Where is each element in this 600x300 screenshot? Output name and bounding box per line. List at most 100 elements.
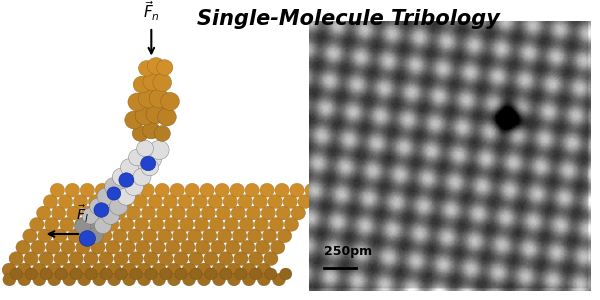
Circle shape [123, 273, 136, 286]
Circle shape [185, 183, 199, 197]
Circle shape [133, 195, 148, 208]
Circle shape [305, 183, 319, 197]
Circle shape [136, 240, 150, 254]
Circle shape [137, 263, 151, 277]
Circle shape [141, 149, 161, 169]
Circle shape [216, 206, 230, 220]
Circle shape [233, 252, 248, 266]
Circle shape [65, 183, 80, 197]
Circle shape [149, 218, 164, 231]
Circle shape [238, 195, 253, 208]
Circle shape [254, 218, 269, 231]
Circle shape [107, 263, 121, 277]
Circle shape [217, 229, 232, 243]
Circle shape [121, 159, 139, 176]
Circle shape [112, 168, 131, 186]
Circle shape [241, 240, 255, 254]
Circle shape [277, 229, 292, 243]
Text: $\vec{F}_n$: $\vec{F}_n$ [143, 0, 160, 22]
Circle shape [261, 206, 275, 220]
Circle shape [145, 268, 157, 280]
Circle shape [97, 188, 115, 205]
Circle shape [125, 178, 143, 196]
Circle shape [149, 89, 169, 108]
Circle shape [250, 268, 262, 280]
Circle shape [95, 183, 110, 197]
Circle shape [118, 188, 136, 205]
Circle shape [119, 173, 134, 187]
Circle shape [260, 183, 274, 197]
Circle shape [106, 240, 120, 254]
Circle shape [139, 61, 155, 76]
Circle shape [95, 218, 112, 234]
Circle shape [188, 229, 202, 243]
Circle shape [137, 140, 154, 157]
Circle shape [291, 206, 305, 220]
Circle shape [171, 206, 185, 220]
Circle shape [39, 252, 53, 266]
Circle shape [62, 263, 76, 277]
Circle shape [290, 183, 304, 197]
Circle shape [227, 273, 241, 286]
Circle shape [232, 229, 247, 243]
Circle shape [38, 229, 52, 243]
Circle shape [73, 195, 88, 208]
Circle shape [167, 273, 181, 286]
Circle shape [193, 195, 208, 208]
Circle shape [219, 252, 233, 266]
Circle shape [99, 252, 113, 266]
Circle shape [61, 240, 75, 254]
Circle shape [43, 195, 58, 208]
Circle shape [82, 208, 99, 224]
Circle shape [138, 89, 158, 108]
Circle shape [122, 263, 136, 277]
Circle shape [179, 218, 194, 231]
Circle shape [78, 273, 91, 286]
Circle shape [212, 263, 226, 277]
Circle shape [276, 206, 290, 220]
Circle shape [149, 140, 169, 160]
Circle shape [205, 268, 217, 280]
Circle shape [140, 183, 154, 197]
Circle shape [32, 263, 46, 277]
Circle shape [148, 195, 163, 208]
Circle shape [227, 263, 241, 277]
Circle shape [186, 206, 200, 220]
Circle shape [129, 252, 143, 266]
Circle shape [74, 219, 91, 234]
Circle shape [127, 206, 141, 220]
Circle shape [104, 218, 119, 231]
Circle shape [275, 183, 289, 197]
Circle shape [175, 268, 187, 280]
Circle shape [159, 252, 173, 266]
Circle shape [100, 268, 112, 280]
Circle shape [194, 218, 209, 231]
Circle shape [141, 156, 155, 171]
Circle shape [80, 183, 95, 197]
Circle shape [16, 240, 30, 254]
Circle shape [84, 252, 98, 266]
Circle shape [67, 206, 81, 220]
Circle shape [178, 195, 193, 208]
Circle shape [160, 268, 172, 280]
Circle shape [95, 208, 115, 227]
Circle shape [220, 268, 232, 280]
Circle shape [257, 273, 271, 286]
Circle shape [190, 268, 202, 280]
Circle shape [70, 268, 82, 280]
Circle shape [212, 273, 226, 286]
Circle shape [146, 104, 166, 124]
Circle shape [88, 195, 103, 208]
Circle shape [102, 208, 119, 224]
Circle shape [263, 252, 278, 266]
Circle shape [161, 92, 179, 110]
Circle shape [223, 195, 238, 208]
Circle shape [284, 218, 299, 231]
Circle shape [59, 218, 74, 231]
Circle shape [17, 263, 32, 277]
Circle shape [142, 206, 155, 220]
Circle shape [215, 183, 229, 197]
Circle shape [121, 240, 135, 254]
Circle shape [262, 229, 277, 243]
Circle shape [119, 218, 134, 231]
